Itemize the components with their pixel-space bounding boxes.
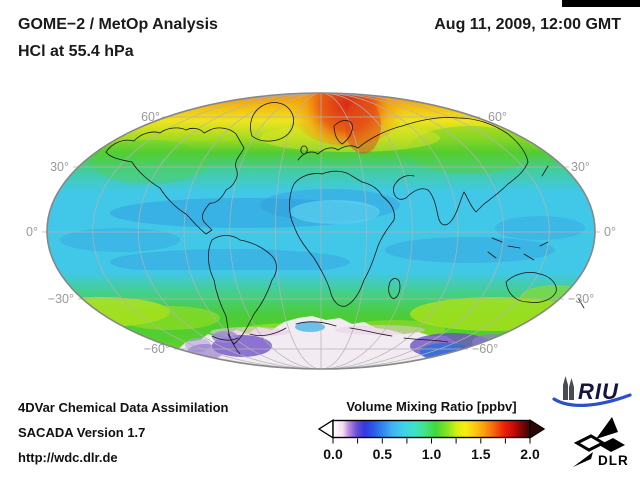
lat-label-left-m60: −60° (144, 342, 170, 356)
lat-label-left-30: 30° (50, 160, 69, 174)
footer-credits: 4DVar Chemical Data Assimilation SACADA … (18, 401, 229, 476)
colorbar-gradient-bar (332, 419, 531, 439)
lat-label-left-0: 0° (26, 225, 38, 239)
page-title: GOME−2 / MetOp Analysis (18, 16, 218, 33)
colorbar-tick-label-20: 2.0 (520, 446, 540, 462)
vmr-field (47, 93, 595, 369)
latitude-labels: 60° 30° 0° −30° −60° 60° 30° 0° −30° −60… (26, 110, 616, 356)
footer-line-url: http://wdc.dlr.de (18, 450, 118, 465)
lat-label-right-30: 30° (571, 160, 590, 174)
timestamp: Aug 11, 2009, 12:00 GMT (434, 16, 621, 33)
coastlines (105, 102, 585, 355)
lat-label-left-60: 60° (141, 110, 160, 124)
colorbar-tick-label-10: 1.0 (422, 446, 442, 462)
colorbar-tick-label-0: 0.0 (323, 446, 343, 462)
page-subtitle: HCl at 55.4 hPa (18, 43, 134, 60)
lat-label-right-m60: −60° (472, 342, 498, 356)
lat-label-right-0: 0° (604, 225, 616, 239)
colorbar-title: Volume Mixing Ratio [ppbv] (346, 399, 516, 414)
footer-line-version: SACADA Version 1.7 (18, 425, 146, 440)
cathedral-icon (563, 376, 574, 400)
lat-label-right-m30: −30° (568, 292, 594, 306)
dlr-emblem-icon (573, 417, 625, 467)
riu-logo: RIU (552, 376, 632, 407)
lat-label-right-60: 60° (488, 110, 507, 124)
riu-swoosh-icon (552, 393, 632, 407)
antarctic-low-region (175, 316, 464, 369)
colorbar-tick-label-05: 0.5 (373, 446, 393, 462)
dlr-logo-text: DLR (598, 453, 629, 468)
colorbar-ticks (332, 438, 531, 444)
colorbar-right-arrow-icon (529, 419, 546, 439)
footer-line-assimilation: 4DVar Chemical Data Assimilation (18, 400, 229, 415)
colorbar: Volume Mixing Ratio [ppbv] 0.0 0.5 1.0 1… (317, 399, 546, 462)
globe-rim (46, 92, 596, 370)
dlr-logo: DLR (573, 417, 629, 468)
lat-label-left-m30: −30° (48, 292, 74, 306)
top-right-black-bar (562, 0, 640, 7)
colorbar-tick-label-15: 1.5 (471, 446, 491, 462)
colorbar-left-arrow-icon (317, 419, 334, 439)
